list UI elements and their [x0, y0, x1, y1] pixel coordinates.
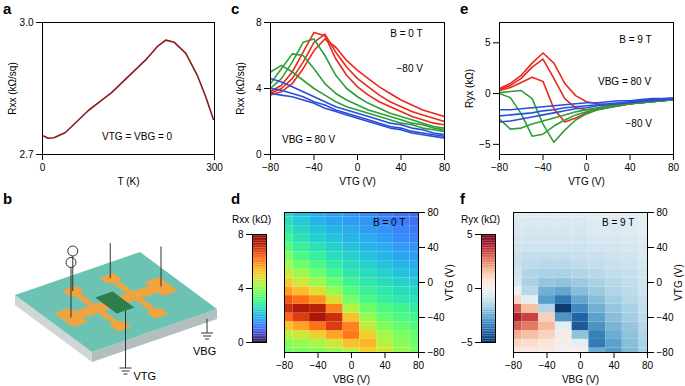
svg-text:8: 8: [238, 229, 244, 240]
svg-text:VTG: VTG: [134, 370, 157, 382]
html-text:f: f: [460, 190, 465, 207]
svg-text:80: 80: [428, 207, 440, 218]
svg-text:B = 0 T: B = 0 T: [390, 28, 422, 39]
svg-text:Rxx (kΩ/sq): Rxx (kΩ/sq): [7, 62, 18, 114]
html-text:b: b: [3, 190, 13, 207]
svg-text:−40: −40: [535, 162, 552, 173]
svg-text:VTG = VBG = 0: VTG = VBG = 0: [102, 131, 172, 142]
svg-text:−80: −80: [657, 347, 674, 358]
svg-text:40: 40: [428, 242, 440, 253]
svg-text:−40: −40: [428, 312, 445, 323]
svg-text:2.7: 2.7: [20, 149, 34, 160]
html-text:c: c: [231, 0, 240, 17]
svg-text:Ryx (kΩ): Ryx (kΩ): [464, 69, 475, 108]
svg-text:−80 V: −80 V: [625, 118, 652, 129]
svg-text:0: 0: [657, 277, 663, 288]
svg-text:−80: −80: [276, 360, 293, 371]
svg-text:Rxx (kΩ/sq): Rxx (kΩ/sq): [235, 62, 246, 114]
svg-text:0: 0: [467, 283, 473, 294]
svg-text:T (K): T (K): [117, 176, 139, 187]
svg-text:40: 40: [624, 162, 636, 173]
svg-text:−40: −40: [657, 312, 674, 323]
html-text:d: d: [231, 190, 241, 207]
svg-text:0: 0: [584, 162, 590, 173]
svg-text:VBG: VBG: [193, 345, 216, 357]
svg-text:0: 0: [578, 360, 584, 371]
svg-text:VTG (V): VTG (V): [673, 264, 684, 301]
svg-text:3.0: 3.0: [20, 17, 34, 28]
svg-text:40: 40: [608, 360, 620, 371]
svg-text:VBG (V): VBG (V): [333, 374, 370, 385]
svg-text:VTG (V): VTG (V): [444, 264, 455, 301]
svg-text:B = 9 T: B = 9 T: [619, 34, 651, 45]
svg-text:80: 80: [668, 162, 680, 173]
svg-text:B = 9 T: B = 9 T: [602, 217, 634, 228]
svg-text:VBG (V): VBG (V): [562, 374, 599, 385]
svg-text:−40: −40: [539, 360, 556, 371]
html-text:e: e: [460, 0, 469, 17]
svg-text:−40: −40: [310, 360, 327, 371]
svg-text:−5: −5: [461, 337, 473, 348]
svg-text:−80: −80: [491, 162, 508, 173]
svg-text:−80 V: −80 V: [396, 63, 423, 74]
svg-text:5: 5: [485, 37, 491, 48]
svg-text:0: 0: [238, 337, 244, 348]
html-text:Rxx (kΩ): Rxx (kΩ): [232, 214, 272, 225]
svg-text:0: 0: [349, 360, 355, 371]
svg-text:0: 0: [256, 149, 262, 160]
svg-text:0: 0: [428, 277, 434, 288]
svg-text:80: 80: [642, 360, 654, 371]
html-text:a: a: [3, 0, 12, 17]
svg-text:VTG (V): VTG (V): [339, 176, 376, 187]
svg-text:8: 8: [256, 17, 262, 28]
svg-text:VBG = 80 V: VBG = 80 V: [282, 134, 335, 145]
svg-text:0: 0: [485, 88, 491, 99]
svg-text:VBG = 80 V: VBG = 80 V: [598, 76, 651, 87]
svg-text:4: 4: [238, 283, 244, 294]
svg-text:−80: −80: [505, 360, 522, 371]
svg-text:80: 80: [413, 360, 425, 371]
svg-text:−80: −80: [428, 347, 445, 358]
svg-text:0: 0: [355, 162, 361, 173]
svg-text:−40: −40: [306, 162, 323, 173]
svg-text:−5: −5: [479, 139, 491, 150]
svg-text:−80: −80: [262, 162, 279, 173]
svg-text:300: 300: [206, 162, 223, 173]
svg-text:5: 5: [467, 229, 473, 240]
html-text:Ryx (kΩ): Ryx (kΩ): [461, 214, 501, 225]
svg-text:4: 4: [256, 83, 262, 94]
svg-text:40: 40: [379, 360, 391, 371]
svg-text:B = 0 T: B = 0 T: [373, 217, 405, 228]
svg-text:80: 80: [439, 162, 451, 173]
svg-text:40: 40: [657, 242, 669, 253]
svg-text:40: 40: [395, 162, 407, 173]
svg-text:VTG (V): VTG (V): [568, 176, 605, 187]
svg-text:0: 0: [40, 162, 46, 173]
svg-text:80: 80: [657, 207, 669, 218]
